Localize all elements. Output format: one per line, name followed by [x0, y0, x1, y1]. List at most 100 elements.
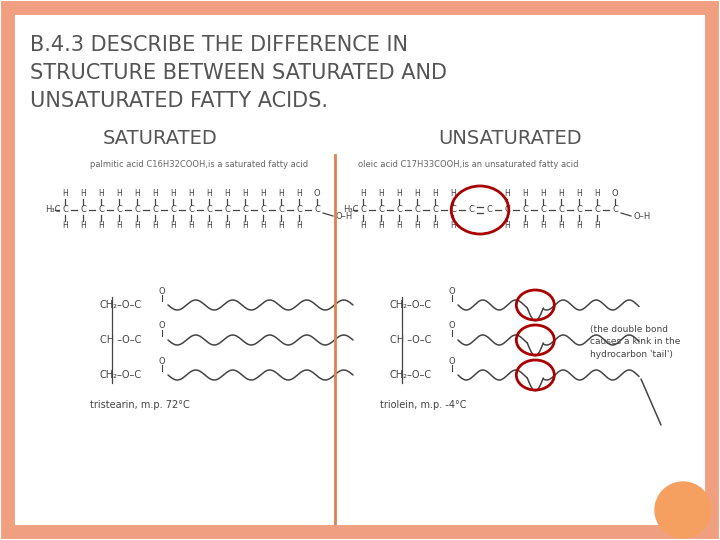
- Text: H: H: [432, 221, 438, 231]
- Text: H: H: [378, 190, 384, 199]
- Text: H: H: [242, 221, 248, 231]
- Text: palmitic acid C16H32COOH,is a saturated fatty acid: palmitic acid C16H32COOH,is a saturated …: [90, 160, 308, 169]
- Text: H: H: [260, 190, 266, 199]
- Text: H: H: [62, 190, 68, 199]
- Text: H: H: [116, 221, 122, 231]
- Text: H: H: [98, 190, 104, 199]
- Text: C: C: [450, 206, 456, 214]
- Text: H: H: [414, 190, 420, 199]
- Text: C: C: [188, 206, 194, 214]
- Text: C: C: [242, 206, 248, 214]
- Text: H: H: [260, 221, 266, 231]
- Text: H: H: [116, 190, 122, 199]
- Text: C: C: [432, 206, 438, 214]
- Text: C: C: [414, 206, 420, 214]
- Text: H: H: [224, 190, 230, 199]
- Text: H: H: [224, 221, 230, 231]
- Text: C: C: [468, 206, 474, 214]
- Text: triolein, m.p. -4°C: triolein, m.p. -4°C: [380, 400, 467, 410]
- Text: C: C: [170, 206, 176, 214]
- Text: H: H: [134, 221, 140, 231]
- Text: C: C: [576, 206, 582, 214]
- Text: H: H: [396, 190, 402, 199]
- Text: C: C: [278, 206, 284, 214]
- Text: H₃C: H₃C: [343, 206, 359, 214]
- Text: C: C: [378, 206, 384, 214]
- Text: H: H: [278, 221, 284, 231]
- Text: O: O: [612, 190, 618, 199]
- Text: C: C: [558, 206, 564, 214]
- Text: O–H: O–H: [633, 212, 650, 221]
- Text: H: H: [360, 221, 366, 231]
- Text: H: H: [62, 221, 68, 231]
- Text: SATURATED: SATURATED: [103, 129, 217, 147]
- Text: H: H: [80, 190, 86, 199]
- Text: C: C: [522, 206, 528, 214]
- Text: CH –O–C: CH –O–C: [390, 335, 431, 345]
- Text: H: H: [522, 190, 528, 199]
- Text: H: H: [206, 221, 212, 231]
- Text: H: H: [188, 190, 194, 199]
- Text: H: H: [450, 190, 456, 199]
- Text: C: C: [504, 206, 510, 214]
- Text: H: H: [396, 221, 402, 231]
- Text: H₃C: H₃C: [45, 206, 61, 214]
- Text: CH₂–O–C: CH₂–O–C: [390, 300, 432, 310]
- Text: C: C: [594, 206, 600, 214]
- Text: C: C: [296, 206, 302, 214]
- Text: CH₂–O–C: CH₂–O–C: [100, 370, 142, 380]
- Text: tristearin, m.p. 72°C: tristearin, m.p. 72°C: [90, 400, 190, 410]
- Text: (the double bond
causes a kink in the
hydrocarbon 'tail'): (the double bond causes a kink in the hy…: [590, 325, 680, 359]
- Text: CH₂–O–C: CH₂–O–C: [100, 300, 142, 310]
- Text: C: C: [98, 206, 104, 214]
- Text: H: H: [152, 221, 158, 231]
- Text: UNSATURATED: UNSATURATED: [438, 129, 582, 147]
- Text: C: C: [80, 206, 86, 214]
- Text: H: H: [134, 190, 140, 199]
- Text: H: H: [278, 190, 284, 199]
- Text: H: H: [80, 221, 86, 231]
- Text: H: H: [170, 190, 176, 199]
- Text: H: H: [594, 221, 600, 231]
- Text: C: C: [134, 206, 140, 214]
- Text: H: H: [152, 190, 158, 199]
- Text: STRUCTURE BETWEEN SATURATED AND: STRUCTURE BETWEEN SATURATED AND: [30, 63, 447, 83]
- Text: H: H: [296, 190, 302, 199]
- Text: C: C: [360, 206, 366, 214]
- Text: H: H: [558, 190, 564, 199]
- Text: C: C: [486, 206, 492, 214]
- Text: H: H: [414, 221, 420, 231]
- Text: O: O: [449, 321, 455, 330]
- Text: C: C: [206, 206, 212, 214]
- Text: H: H: [170, 221, 176, 231]
- Text: O: O: [449, 287, 455, 295]
- Text: H: H: [504, 190, 510, 199]
- Text: H: H: [504, 221, 510, 231]
- Text: UNSATURATED FATTY ACIDS.: UNSATURATED FATTY ACIDS.: [30, 91, 328, 111]
- Text: O: O: [158, 287, 166, 295]
- Text: H: H: [188, 221, 194, 231]
- Text: H: H: [450, 221, 456, 231]
- Circle shape: [655, 482, 711, 538]
- Text: C: C: [116, 206, 122, 214]
- Text: H: H: [522, 221, 528, 231]
- Text: H: H: [242, 190, 248, 199]
- Text: H: H: [576, 190, 582, 199]
- Text: H: H: [540, 190, 546, 199]
- Text: B.4.3 DESCRIBE THE DIFFERENCE IN: B.4.3 DESCRIBE THE DIFFERENCE IN: [30, 35, 408, 55]
- Text: C: C: [152, 206, 158, 214]
- Text: CH –O–C: CH –O–C: [100, 335, 141, 345]
- Text: H: H: [540, 221, 546, 231]
- Text: H: H: [432, 190, 438, 199]
- Text: CH₂–O–C: CH₂–O–C: [390, 370, 432, 380]
- Text: oleic acid C17H33COOH,is an unsaturated fatty acid: oleic acid C17H33COOH,is an unsaturated …: [358, 160, 578, 169]
- Text: C: C: [224, 206, 230, 214]
- Text: H: H: [378, 221, 384, 231]
- Text: O: O: [158, 321, 166, 330]
- Text: O: O: [449, 356, 455, 366]
- Text: C: C: [540, 206, 546, 214]
- Text: C: C: [396, 206, 402, 214]
- Text: H: H: [206, 190, 212, 199]
- Text: O–H: O–H: [335, 212, 352, 221]
- Text: C: C: [612, 206, 618, 214]
